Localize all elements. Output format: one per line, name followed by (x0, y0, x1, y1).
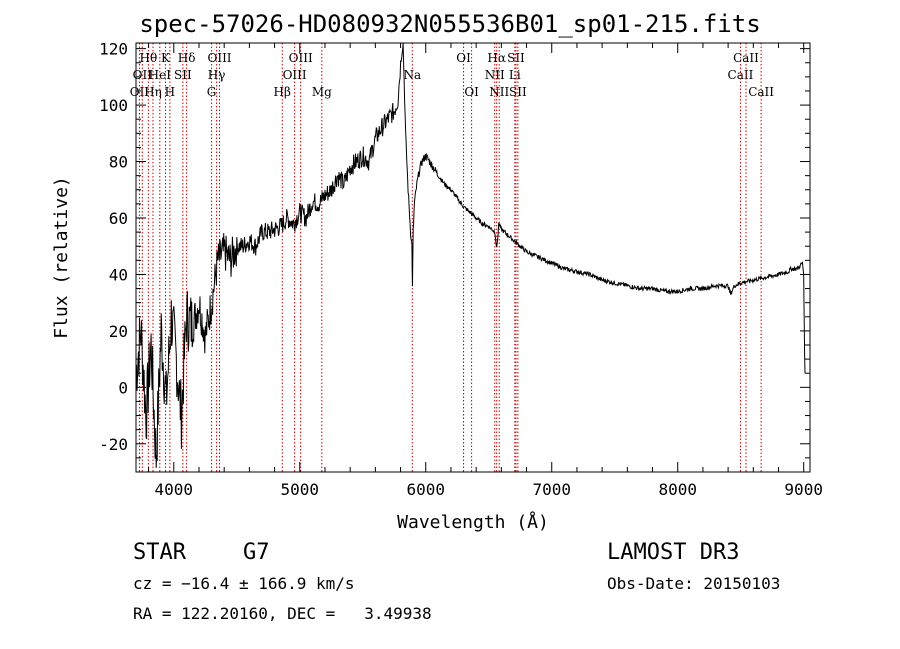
plot-frame (135, 42, 811, 473)
line-label-23: SII (507, 51, 525, 65)
axes: 4000 5000 6000 7000 8000 9000 -20 0 20 40 60 80 100 1… (51, 40, 823, 533)
line-label-24: SII (509, 85, 527, 99)
ra-dec-coordinates: RA = 122.20160, DEC = 3.49938 (133, 604, 432, 623)
line-label-17: OI (456, 51, 471, 65)
line-label-19: NII (485, 68, 505, 82)
redshift-cz: cz = −16.4 ± 166.9 km/s (133, 574, 355, 593)
x-tick-label-5: 9000 (784, 480, 823, 499)
line-label-5: K (161, 51, 171, 65)
line-label-22: Li (509, 68, 521, 82)
y-tick-label-3: 40 (109, 265, 128, 284)
y-axis-label: Flux (relative) (51, 176, 72, 339)
y-tick-label-4: 60 (109, 209, 128, 228)
survey-label: LAMOST DR3 (607, 540, 740, 565)
y-tick-label-2: 20 (109, 322, 128, 341)
y-tick-label-1: 0 (118, 378, 128, 397)
line-label-10: Hγ (208, 68, 226, 82)
x-tick-label-3: 7000 (532, 480, 571, 499)
line-label-11: OIII (207, 51, 231, 65)
line-label-9: G (207, 85, 217, 99)
line-label-27: CaII (748, 85, 774, 99)
y-tick-label-0: -20 (99, 435, 128, 454)
line-label-14: OIII (289, 51, 313, 65)
line-label-25: CaII (728, 68, 754, 82)
line-label-13: OIII (283, 68, 307, 82)
x-tick-label-4: 8000 (658, 480, 697, 499)
line-label-6: H (165, 85, 175, 99)
spectral-line-markers: OII OII Hθ Hη HeI K H SII Hδ G Hγ OIII Hβ OIII OIII Mg N… (130, 43, 774, 472)
y-tick-label-5: 80 (109, 153, 128, 172)
line-label-15: Mg (312, 85, 332, 99)
line-label-0: OII (130, 85, 150, 99)
y-tick-label-7: 120 (99, 40, 128, 59)
object-class: STAR (133, 540, 186, 565)
line-label-21: NII (489, 85, 509, 99)
line-label-2: Hθ (139, 51, 157, 65)
object-subclass: G7 (243, 540, 270, 565)
chart-title: spec-57026-HD080932N055536B01_sp01-215.f… (139, 10, 761, 38)
line-label-3: Hη (144, 85, 162, 99)
line-label-16: Na (403, 68, 421, 82)
line-label-8: Hδ (178, 51, 196, 65)
flux-line (135, 42, 806, 468)
line-label-12: Hβ (274, 85, 291, 99)
x-tick-label-2: 6000 (406, 480, 445, 499)
line-label-18: OI (464, 85, 479, 99)
observation-date: Obs-Date: 20150103 (607, 574, 781, 593)
x-tick-label-0: 4000 (155, 480, 194, 499)
line-label-4: HeI (149, 68, 172, 82)
x-tick-label-1: 5000 (281, 480, 320, 499)
line-label-20: Hα (487, 51, 506, 65)
x-axis-label: Wavelength (Å) (397, 511, 549, 533)
line-label-1: OII (133, 68, 153, 82)
line-label-26: CaII (733, 51, 759, 65)
flux-series (135, 42, 806, 468)
y-tick-label-6: 100 (99, 96, 128, 115)
line-label-7: SII (174, 68, 192, 82)
